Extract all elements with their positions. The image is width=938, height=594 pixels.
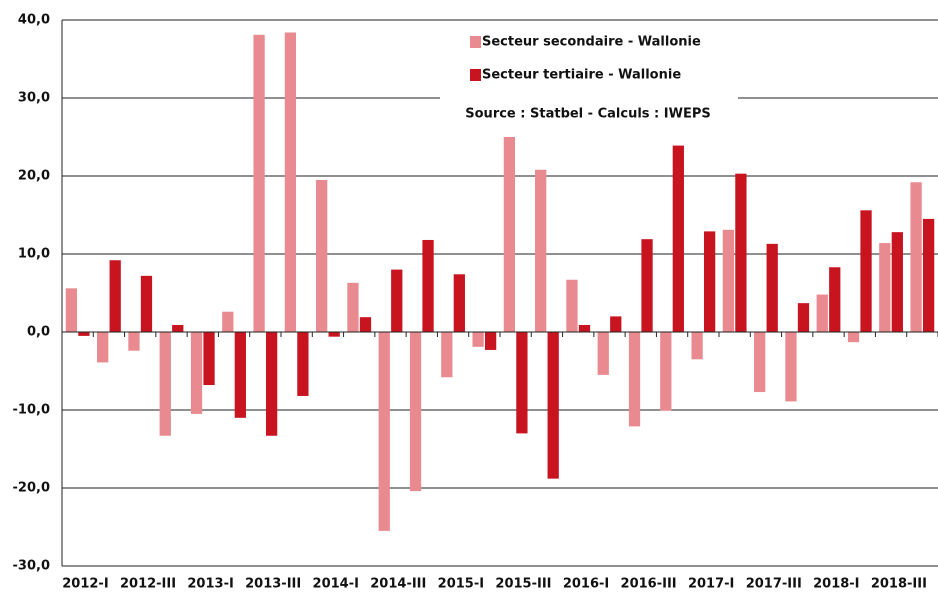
x-tick-label: 2016-I xyxy=(563,577,609,592)
y-tick-label: -10,0 xyxy=(13,403,50,418)
x-tick-label: 2015-I xyxy=(438,577,484,592)
legend-label: Secteur secondaire - Wallonie xyxy=(482,35,701,50)
y-tick-label: 40,0 xyxy=(18,13,50,28)
bar xyxy=(265,332,278,436)
bar xyxy=(297,332,309,396)
bar xyxy=(597,332,609,375)
bar xyxy=(316,179,328,332)
bar xyxy=(503,137,516,332)
x-tick-label: 2012-III xyxy=(120,577,176,592)
bar xyxy=(422,239,434,332)
bar xyxy=(829,267,841,332)
bar xyxy=(328,332,340,337)
bar xyxy=(253,34,265,332)
bar xyxy=(922,218,935,332)
bar xyxy=(672,145,684,332)
x-tick-label: 2017-III xyxy=(746,577,802,592)
bar xyxy=(754,332,766,393)
x-tick-label: 2014-III xyxy=(370,577,426,592)
annotation: Source : Statbel - Calculs : IWEPS xyxy=(465,107,710,122)
x-tick-label: 2014-I xyxy=(313,577,359,592)
bar xyxy=(535,169,547,332)
bar xyxy=(234,332,246,418)
x-tick-label: 2012-I xyxy=(62,577,108,592)
bar xyxy=(660,332,672,411)
bar xyxy=(910,182,922,332)
bar xyxy=(190,332,203,414)
bar xyxy=(140,275,153,332)
bar xyxy=(453,274,465,332)
bar xyxy=(641,239,653,332)
x-tick-label: 2013-III xyxy=(245,577,301,592)
bar xyxy=(378,332,390,531)
bar xyxy=(472,332,484,347)
bar xyxy=(691,332,703,360)
bar xyxy=(516,332,528,434)
bar xyxy=(441,332,453,378)
bar xyxy=(391,269,403,332)
bar xyxy=(128,332,140,351)
bar xyxy=(766,243,778,332)
x-tick-label: 2018-I xyxy=(813,577,859,592)
bar xyxy=(547,332,559,479)
bar xyxy=(566,279,578,332)
bar xyxy=(78,332,90,336)
y-tick-label: 30,0 xyxy=(18,91,50,106)
bar xyxy=(847,332,860,343)
bar xyxy=(347,282,359,332)
y-tick-label: 20,0 xyxy=(18,169,50,184)
y-tick-label: 0,0 xyxy=(27,325,50,340)
bar xyxy=(797,303,810,332)
y-tick-label: 10,0 xyxy=(18,247,50,262)
bar xyxy=(359,317,372,332)
legend-swatch xyxy=(470,69,481,81)
legend-label: Secteur tertiaire - Wallonie xyxy=(482,68,681,83)
bar xyxy=(203,332,215,386)
bar xyxy=(97,332,109,363)
bar xyxy=(735,173,747,332)
legend-swatch xyxy=(470,36,481,48)
bar xyxy=(109,260,121,332)
x-tick-label: 2017-I xyxy=(688,577,734,592)
x-tick-label: 2016-III xyxy=(621,577,677,592)
bar xyxy=(610,316,622,332)
bar xyxy=(222,311,234,332)
y-tick-label: -30,0 xyxy=(13,559,50,574)
bar xyxy=(409,332,422,492)
bar xyxy=(65,288,78,332)
bar xyxy=(860,210,872,332)
x-tick-label: 2018-III xyxy=(871,577,927,592)
bar xyxy=(891,232,903,332)
y-tick-label: -20,0 xyxy=(13,481,50,496)
bar xyxy=(703,231,716,332)
bar xyxy=(722,229,735,332)
bar xyxy=(284,32,297,332)
bar xyxy=(159,332,171,436)
bar xyxy=(628,332,641,427)
bar xyxy=(879,243,891,332)
bar xyxy=(172,324,184,332)
bar xyxy=(785,332,797,402)
bar xyxy=(578,324,591,332)
legend-box xyxy=(440,24,738,128)
bar xyxy=(816,294,828,332)
bar xyxy=(484,332,497,350)
x-tick-label: 2015-III xyxy=(495,577,551,592)
x-tick-label: 2013-I xyxy=(187,577,233,592)
